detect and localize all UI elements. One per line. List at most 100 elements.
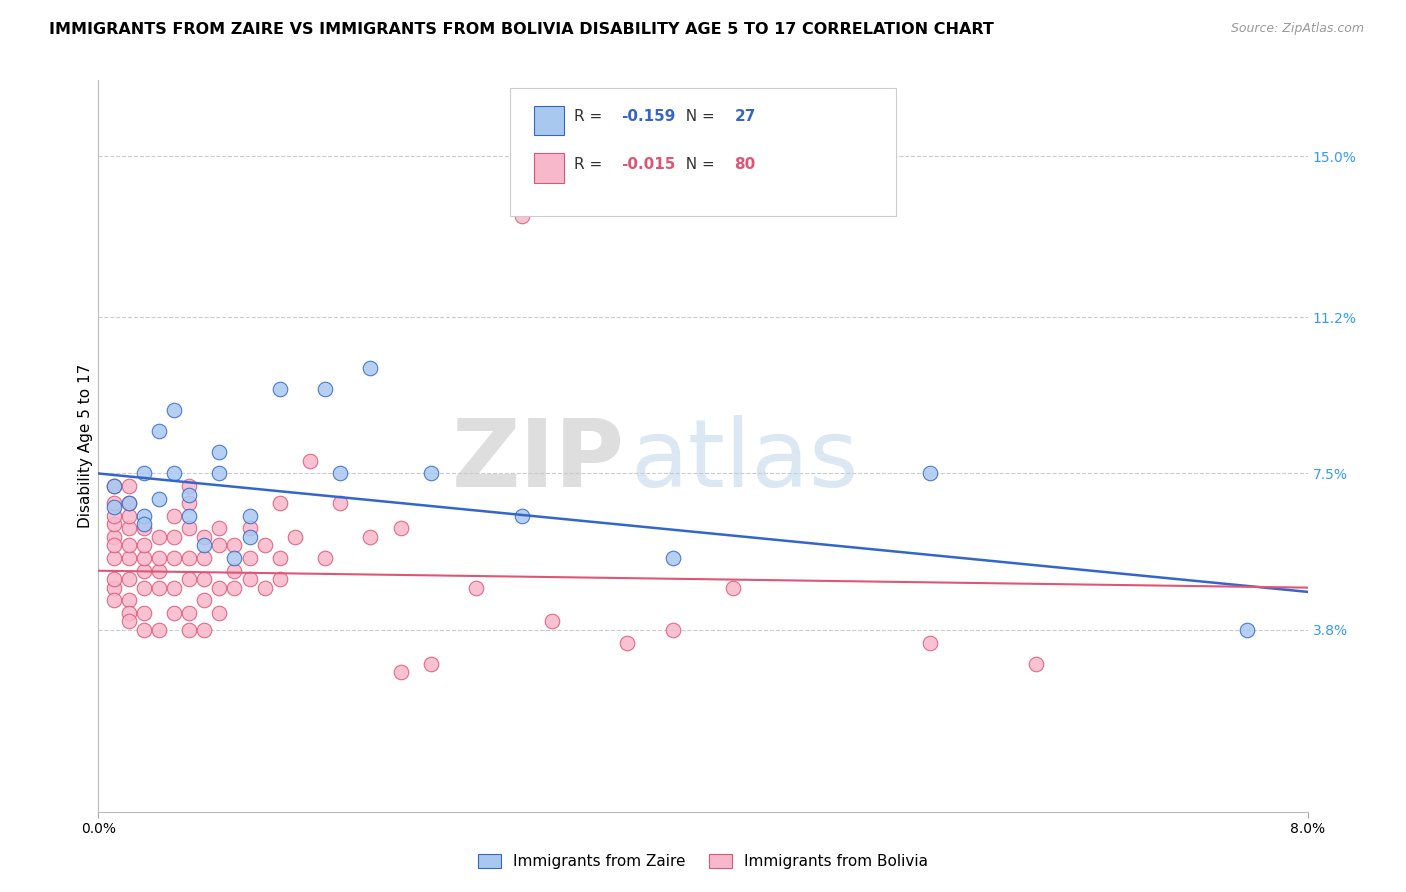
Text: 27: 27 [734, 110, 756, 124]
Point [193, 530, 215, 544]
Point [103, 581, 125, 595]
Point [163, 403, 186, 417]
Point [148, 581, 170, 595]
Point [329, 496, 352, 510]
Point [329, 467, 352, 481]
Point [360, 360, 382, 375]
Point [132, 581, 155, 595]
Point [314, 551, 336, 566]
Point [389, 665, 412, 680]
Point [148, 424, 170, 438]
Point [163, 508, 186, 523]
Point [193, 551, 215, 566]
Point [103, 551, 125, 566]
Point [269, 382, 291, 396]
Point [118, 606, 141, 620]
Point [510, 508, 533, 523]
Text: -0.159: -0.159 [621, 110, 675, 124]
FancyBboxPatch shape [534, 153, 564, 183]
Point [132, 467, 155, 481]
Point [239, 572, 262, 586]
Point [103, 479, 125, 493]
Point [179, 623, 201, 637]
Point [148, 564, 170, 578]
Point [132, 606, 155, 620]
Point [208, 606, 231, 620]
Point [132, 538, 155, 552]
Point [148, 491, 170, 506]
Point [132, 623, 155, 637]
Point [918, 635, 941, 649]
Text: IMMIGRANTS FROM ZAIRE VS IMMIGRANTS FROM BOLIVIA DISABILITY AGE 5 TO 17 CORRELAT: IMMIGRANTS FROM ZAIRE VS IMMIGRANTS FROM… [49, 22, 994, 37]
Text: -0.015: -0.015 [621, 157, 675, 172]
Text: N =: N = [676, 157, 720, 172]
Point [510, 209, 533, 223]
Point [179, 551, 201, 566]
Point [616, 635, 638, 649]
Point [420, 467, 443, 481]
Point [179, 606, 201, 620]
Point [540, 615, 562, 629]
Point [103, 538, 125, 552]
Point [239, 530, 262, 544]
Point [179, 479, 201, 493]
Text: Source: ZipAtlas.com: Source: ZipAtlas.com [1230, 22, 1364, 36]
Point [118, 551, 141, 566]
Point [269, 572, 291, 586]
Point [132, 564, 155, 578]
Point [253, 538, 276, 552]
Point [224, 581, 246, 595]
Point [179, 488, 201, 502]
Point [389, 521, 412, 535]
Legend: Immigrants from Zaire, Immigrants from Bolivia: Immigrants from Zaire, Immigrants from B… [472, 848, 934, 875]
Point [103, 500, 125, 515]
Point [163, 606, 186, 620]
Point [208, 538, 231, 552]
Point [148, 623, 170, 637]
Point [148, 530, 170, 544]
Point [103, 496, 125, 510]
Point [193, 572, 215, 586]
Point [163, 581, 186, 595]
Point [118, 479, 141, 493]
Point [208, 467, 231, 481]
Point [132, 551, 155, 566]
Point [132, 521, 155, 535]
Y-axis label: Disability Age 5 to 17: Disability Age 5 to 17 [77, 364, 93, 528]
Point [103, 593, 125, 607]
Point [193, 538, 215, 552]
Point [269, 496, 291, 510]
Point [148, 551, 170, 566]
Point [1025, 657, 1047, 671]
Point [253, 581, 276, 595]
Text: R =: R = [574, 157, 607, 172]
Point [179, 508, 201, 523]
Point [661, 623, 683, 637]
Point [103, 517, 125, 532]
Point [420, 657, 443, 671]
Point [224, 564, 246, 578]
Point [661, 551, 683, 566]
Text: 80: 80 [734, 157, 755, 172]
Point [284, 530, 307, 544]
Point [360, 530, 382, 544]
Point [118, 615, 141, 629]
Point [208, 445, 231, 459]
Point [179, 572, 201, 586]
Point [193, 593, 215, 607]
Point [118, 496, 141, 510]
Point [118, 496, 141, 510]
Point [132, 508, 155, 523]
Point [118, 538, 141, 552]
Point [224, 551, 246, 566]
Point [118, 572, 141, 586]
FancyBboxPatch shape [509, 87, 897, 216]
Text: N =: N = [676, 110, 720, 124]
Point [118, 521, 141, 535]
Point [208, 581, 231, 595]
Point [314, 382, 336, 396]
Point [918, 467, 941, 481]
FancyBboxPatch shape [534, 106, 564, 136]
Point [239, 521, 262, 535]
Point [103, 508, 125, 523]
